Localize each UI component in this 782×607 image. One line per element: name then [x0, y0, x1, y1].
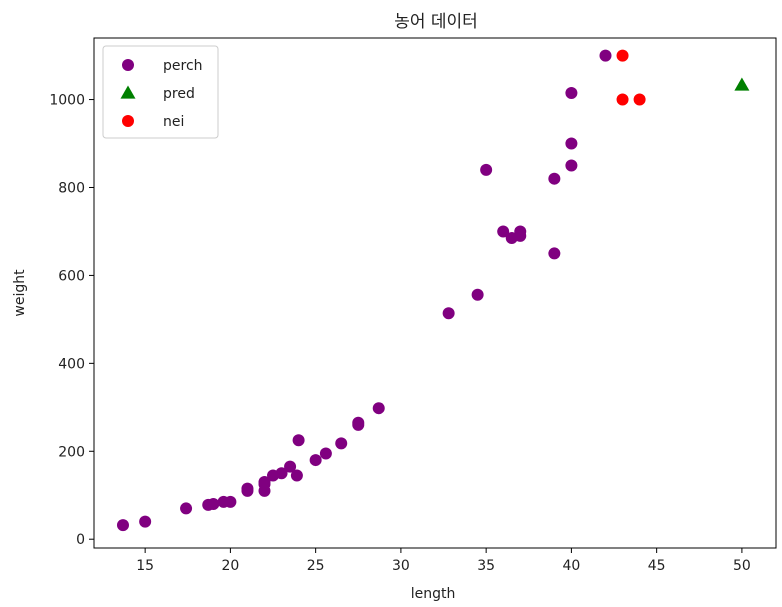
perch-point — [224, 495, 237, 508]
perch-point — [565, 159, 578, 172]
y-tick-label: 0 — [76, 532, 85, 548]
legend-marker-pred — [120, 85, 136, 99]
perch-point — [290, 469, 303, 482]
perch-point — [548, 247, 561, 260]
plot-frame — [93, 37, 777, 549]
nei-point — [633, 93, 646, 106]
nei-point — [616, 49, 629, 62]
perch-point — [514, 225, 527, 238]
perch-point — [309, 454, 322, 467]
perch-point — [565, 137, 578, 150]
y-tick-label: 200 — [58, 444, 85, 460]
perch-point — [116, 519, 129, 532]
nei-point — [616, 93, 629, 106]
perch-point — [284, 460, 297, 473]
y-axis-label: weight — [12, 269, 28, 317]
perch-point — [180, 502, 193, 515]
chart-title: 농어 데이터 — [394, 12, 478, 32]
perch-point — [497, 225, 510, 238]
perch-point — [548, 172, 561, 185]
x-tick-label: 45 — [648, 558, 666, 574]
perch-point — [599, 49, 612, 62]
legend-marker-nei — [122, 115, 134, 127]
pred-point — [734, 77, 750, 91]
perch-point — [207, 498, 220, 511]
legend-label-perch: perch — [163, 58, 203, 74]
x-tick-label: 30 — [392, 558, 410, 574]
perch-point — [372, 402, 385, 415]
perch-point — [442, 307, 455, 320]
perch-point — [335, 437, 348, 450]
perch-point — [292, 434, 305, 447]
x-tick-label: 25 — [307, 558, 325, 574]
legend-label-pred: pred — [163, 86, 195, 102]
x-tick-label: 35 — [477, 558, 495, 574]
y-tick-label: 600 — [58, 268, 85, 284]
perch-point — [565, 86, 578, 99]
perch-point — [480, 163, 493, 176]
legend-marker-perch — [122, 59, 134, 71]
perch-point — [471, 288, 484, 301]
x-axis: 15 20 25 30 35 40 45 50 — [136, 548, 751, 574]
y-axis: 0 200 400 600 800 1000 — [49, 93, 94, 548]
x-axis-label: length — [411, 586, 456, 602]
perch-point — [352, 416, 365, 429]
perch-point — [319, 447, 332, 460]
perch-point — [139, 515, 152, 528]
legend-label-nei: nei — [163, 114, 184, 130]
legend: perch pred nei — [102, 45, 219, 139]
perch-point — [258, 476, 271, 489]
plot-area — [93, 37, 777, 549]
y-tick-label: 400 — [58, 356, 85, 372]
perch-point — [241, 482, 254, 495]
x-tick-label: 50 — [733, 558, 751, 574]
perch-point — [258, 484, 271, 497]
y-tick-label: 800 — [58, 180, 85, 196]
y-tick-label: 1000 — [49, 93, 85, 109]
x-tick-label: 40 — [562, 558, 580, 574]
x-tick-label: 20 — [221, 558, 239, 574]
perch-point — [275, 467, 288, 480]
data-points — [116, 49, 750, 532]
x-tick-label: 15 — [136, 558, 154, 574]
